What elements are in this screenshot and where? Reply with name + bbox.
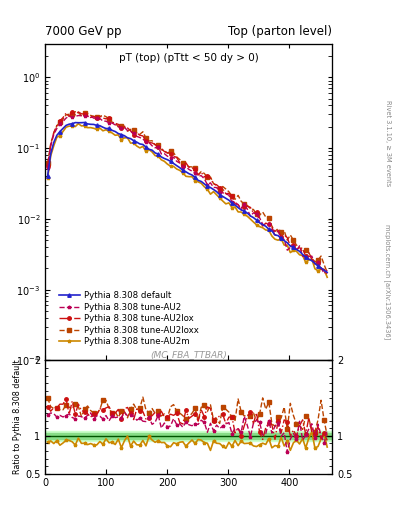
Pythia 8.308 default [266, 226, 271, 232]
Pythia 8.308 tune-AU2m [254, 222, 259, 228]
Text: Rivet 3.1.10, ≥ 3M events: Rivet 3.1.10, ≥ 3M events [385, 100, 391, 186]
Pythia 8.308 default [282, 238, 286, 244]
Text: (MC_FBA_TTBAR): (MC_FBA_TTBAR) [150, 350, 227, 359]
Pythia 8.308 tune-AU2lox [270, 224, 274, 230]
Pythia 8.308 tune-AU2 [45, 165, 50, 172]
Pythia 8.308 tune-AU2 [254, 211, 259, 218]
Pythia 8.308 tune-AU2m [282, 242, 286, 248]
Line: Pythia 8.308 tune-AU2loxx: Pythia 8.308 tune-AU2loxx [46, 110, 329, 274]
Line: Pythia 8.308 tune-AU2: Pythia 8.308 tune-AU2 [46, 114, 329, 275]
Text: 7000 GeV pp: 7000 GeV pp [45, 26, 122, 38]
Pythia 8.308 default [270, 228, 274, 234]
Pythia 8.308 tune-AU2 [214, 184, 219, 190]
Pythia 8.308 default [273, 232, 277, 238]
Pythia 8.308 tune-AU2lox [254, 209, 259, 215]
Pythia 8.308 tune-AU2m [273, 236, 277, 242]
Pythia 8.308 default [325, 269, 330, 275]
Pythia 8.308 tune-AU2m [270, 233, 274, 239]
Pythia 8.308 tune-AU2loxx [214, 182, 219, 188]
Pythia 8.308 tune-AU2lox [214, 182, 219, 188]
Pythia 8.308 tune-AU2m [266, 227, 271, 233]
Bar [45, 431, 332, 441]
Pythia 8.308 default [45, 173, 50, 179]
Pythia 8.308 tune-AU2 [273, 228, 277, 234]
Pythia 8.308 tune-AU2 [76, 113, 81, 119]
Line: Pythia 8.308 default: Pythia 8.308 default [46, 121, 329, 274]
Pythia 8.308 tune-AU2 [282, 237, 286, 243]
Pythia 8.308 tune-AU2lox [76, 109, 81, 115]
Text: Top (parton level): Top (parton level) [228, 26, 332, 38]
Pythia 8.308 tune-AU2loxx [282, 228, 286, 234]
Pythia 8.308 tune-AU2 [322, 270, 327, 276]
Pythia 8.308 default [254, 217, 259, 223]
Line: Pythia 8.308 tune-AU2lox: Pythia 8.308 tune-AU2lox [46, 110, 329, 276]
Pythia 8.308 tune-AU2m [76, 120, 81, 126]
Text: pT (top) (pTtt < 50 dy > 0): pT (top) (pTtt < 50 dy > 0) [119, 53, 259, 63]
Pythia 8.308 tune-AU2loxx [45, 160, 50, 166]
Legend: Pythia 8.308 default, Pythia 8.308 tune-AU2, Pythia 8.308 tune-AU2lox, Pythia 8.: Pythia 8.308 default, Pythia 8.308 tune-… [55, 288, 202, 350]
Pythia 8.308 tune-AU2loxx [254, 211, 259, 218]
Pythia 8.308 tune-AU2loxx [325, 269, 330, 275]
Pythia 8.308 tune-AU2lox [266, 221, 271, 227]
Pythia 8.308 tune-AU2m [45, 175, 50, 181]
Pythia 8.308 tune-AU2loxx [270, 223, 274, 229]
Pythia 8.308 tune-AU2m [214, 191, 219, 198]
Pythia 8.308 tune-AU2lox [273, 233, 277, 240]
Pythia 8.308 tune-AU2 [270, 227, 274, 233]
Pythia 8.308 default [82, 119, 87, 125]
Y-axis label: Ratio to Pythia 8.308 default: Ratio to Pythia 8.308 default [13, 360, 22, 474]
Text: mcplots.cern.ch [arXiv:1306.3436]: mcplots.cern.ch [arXiv:1306.3436] [384, 224, 391, 339]
Pythia 8.308 tune-AU2lox [325, 271, 330, 278]
Bar [45, 433, 332, 439]
Line: Pythia 8.308 tune-AU2m: Pythia 8.308 tune-AU2m [46, 122, 329, 279]
Pythia 8.308 tune-AU2lox [45, 163, 50, 169]
Pythia 8.308 tune-AU2 [325, 267, 330, 273]
Pythia 8.308 default [214, 188, 219, 195]
Pythia 8.308 tune-AU2m [325, 274, 330, 281]
Pythia 8.308 tune-AU2loxx [73, 109, 78, 115]
Pythia 8.308 tune-AU2loxx [273, 228, 277, 234]
Pythia 8.308 tune-AU2loxx [266, 215, 271, 221]
Pythia 8.308 tune-AU2lox [282, 232, 286, 238]
Pythia 8.308 tune-AU2 [266, 221, 271, 227]
